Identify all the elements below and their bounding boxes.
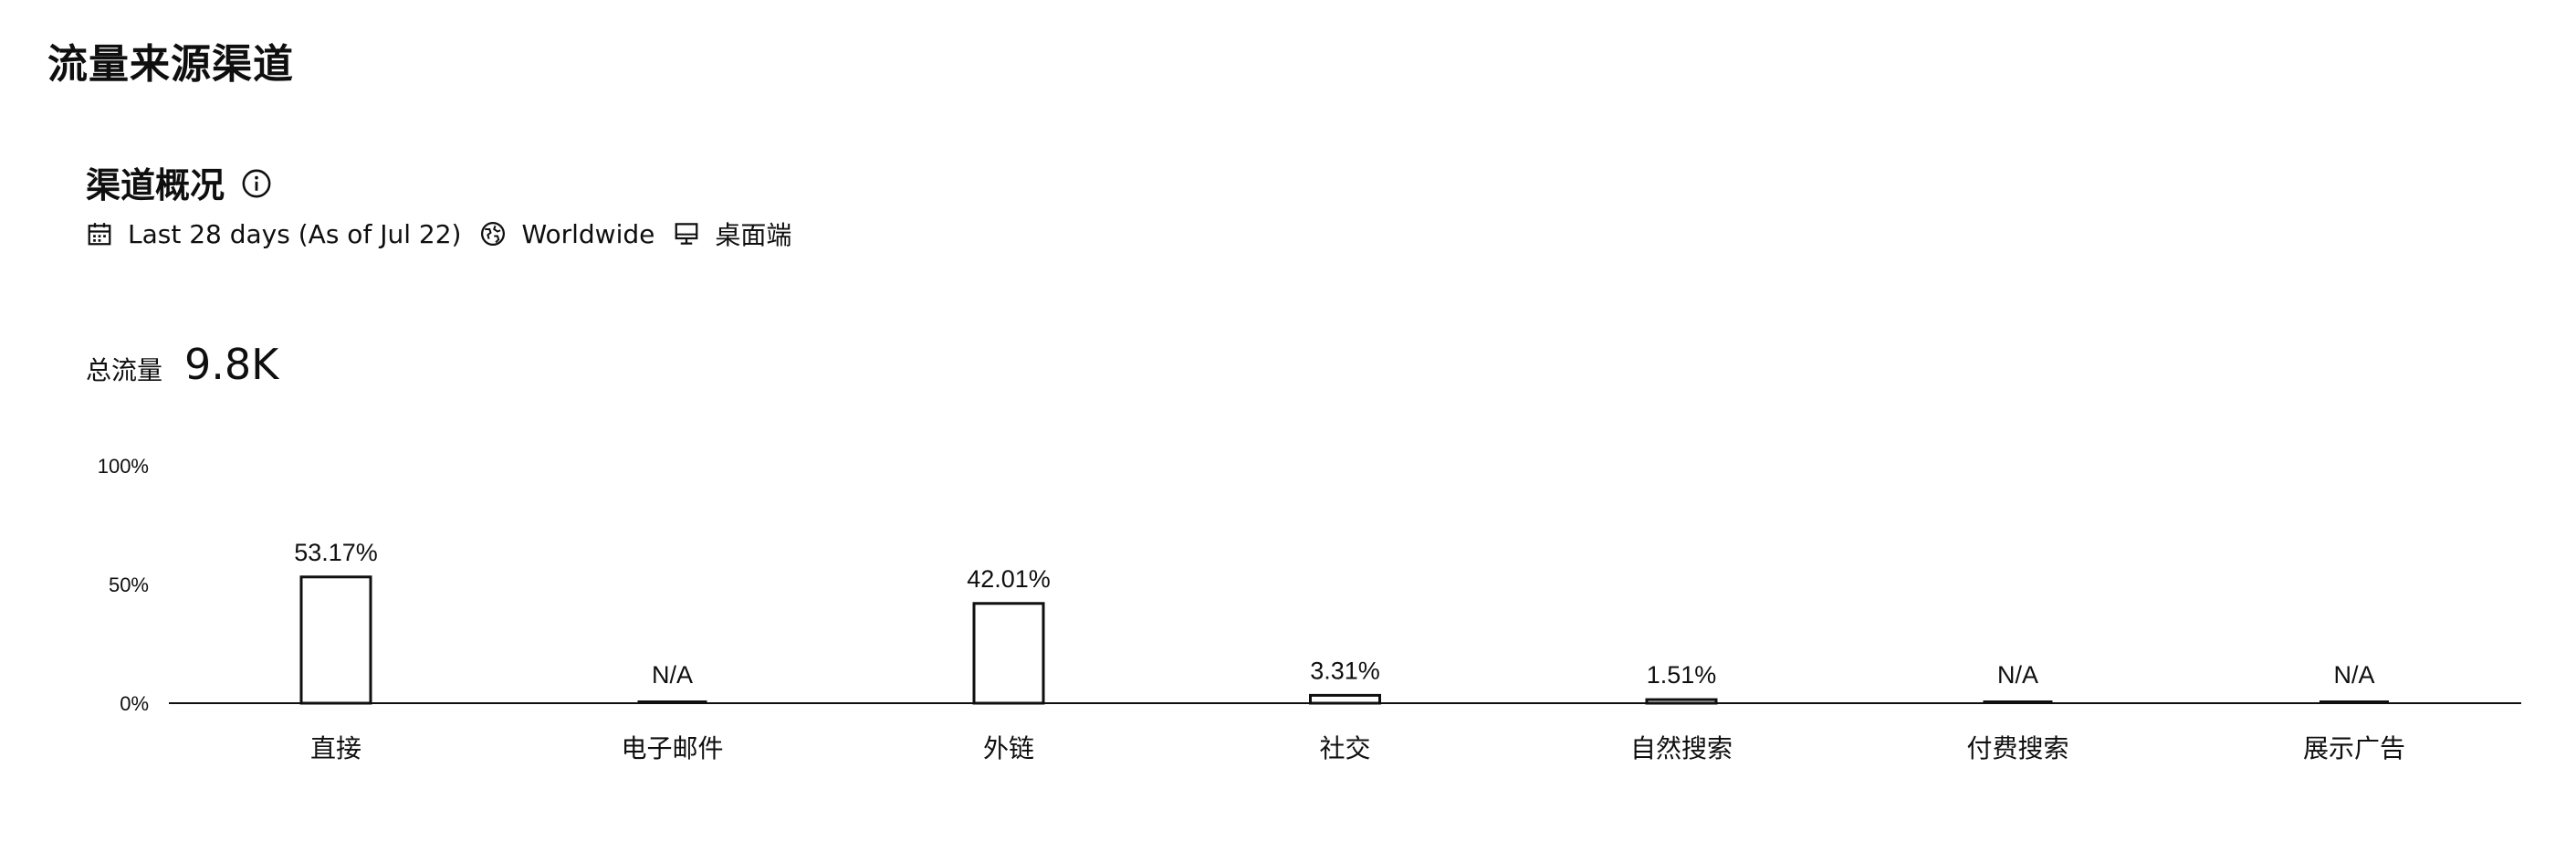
info-icon[interactable] [241, 167, 272, 198]
category-label: 展示广告 [2303, 733, 2405, 763]
bar [1309, 693, 1381, 705]
bar-value-label: 3.31% [1310, 657, 1380, 684]
category-label: 直接 [310, 733, 361, 763]
traffic-source-bar-chart: 0% 50% 100% 53.17% 直接 N/A 电子邮件 42.01% 外链 3.31% 社交 1… [98, 455, 2521, 763]
y-tick-label: 0% [120, 692, 149, 715]
category-label: 自然搜索 [1630, 733, 1733, 763]
bar-value-label: 1.51% [1647, 661, 1717, 689]
page-title: 流量来源渠道 [47, 41, 294, 88]
device-filter[interactable]: 桌面端 [673, 216, 791, 252]
date-range-filter[interactable]: Last 28 days (As of Jul 22) [86, 219, 461, 249]
category-label: 电子邮件 [621, 733, 723, 763]
total-traffic-value: 9.8K [184, 340, 279, 389]
bar-value-label: N/A [1997, 661, 2038, 689]
total-traffic: 总流量 9.8K [86, 340, 278, 389]
y-tick-label: 50% [109, 574, 149, 596]
bar-value-label: N/A [2333, 661, 2374, 689]
globe-icon [481, 222, 506, 246]
bar [972, 602, 1045, 705]
y-tick-label: 100% [98, 455, 149, 478]
bar [299, 575, 372, 705]
category-label: 社交 [1319, 733, 1370, 763]
total-traffic-label: 总流量 [86, 355, 163, 385]
date-range-label: Last 28 days (As of Jul 22) [128, 218, 462, 249]
overview-title-text: 渠道概况 [86, 165, 225, 205]
category-label: 外链 [983, 733, 1034, 763]
bar-value-label: N/A [652, 661, 693, 689]
overview-title: 渠道概况 [86, 157, 272, 207]
bar-value-label: 53.17% [294, 539, 378, 566]
calendar-icon [88, 223, 111, 246]
desktop-icon [675, 223, 698, 245]
device-label: 桌面端 [715, 220, 792, 250]
filter-bar: Last 28 days (As of Jul 22) Worldwide 桌面… [86, 216, 810, 252]
bar-value-label: 42.01% [967, 565, 1051, 593]
region-filter[interactable]: Worldwide [479, 219, 654, 249]
category-label: 付费搜索 [1966, 733, 2068, 763]
region-label: Worldwide [521, 218, 655, 249]
